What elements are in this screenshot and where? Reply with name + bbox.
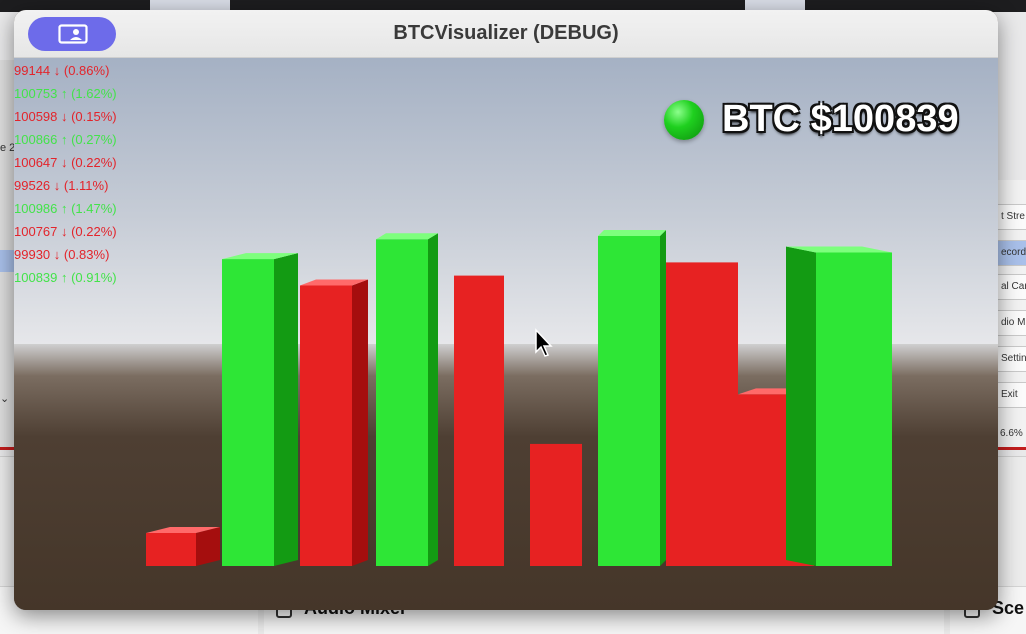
visualizer-scene: 99144 ↓ (0.86%) 100753 ↑ (1.62%) 100598 ↓ … bbox=[14, 58, 998, 610]
screen-share-button[interactable] bbox=[28, 17, 116, 51]
price-log-row: 100598 ↓ (0.15%) bbox=[14, 109, 117, 124]
price-bar-top bbox=[376, 233, 438, 240]
price-bar bbox=[598, 230, 666, 566]
price-bar bbox=[454, 275, 504, 566]
price-log-row: 99144 ↓ (0.86%) bbox=[14, 63, 110, 78]
price-log-row: 99930 ↓ (0.83%) bbox=[14, 247, 110, 262]
price-bar-side bbox=[786, 246, 816, 566]
window-title: BTCVisualizer (DEBUG) bbox=[393, 22, 619, 44]
price-bar-side bbox=[274, 253, 298, 566]
price-log-row: 100767 ↓ (0.22%) bbox=[14, 224, 117, 239]
price-bar bbox=[222, 253, 298, 566]
price-log-row: 100986 ↑ (1.47%) bbox=[14, 201, 117, 216]
menu-item-recording[interactable]: ecordi bbox=[997, 240, 1026, 266]
price-bar-side bbox=[196, 527, 220, 566]
price-bar-side bbox=[352, 279, 368, 566]
price-bar-front bbox=[666, 262, 738, 566]
window-titlebar[interactable]: BTCVisualizer (DEBUG) bbox=[14, 10, 998, 58]
price-log-row: 100839 ↑ (0.91%) bbox=[14, 270, 117, 285]
screen-share-icon bbox=[58, 24, 88, 44]
price-log-row: 100753 ↑ (1.62%) bbox=[14, 86, 117, 101]
price-bar-front bbox=[222, 259, 274, 566]
menu-item-start-streaming[interactable]: t Stre bbox=[997, 204, 1026, 230]
price-bars-chart bbox=[146, 230, 892, 567]
price-bar bbox=[666, 262, 738, 566]
menu-item-studio-mode[interactable]: dio M bbox=[997, 310, 1026, 336]
price-bar-front bbox=[376, 239, 428, 567]
price-bar bbox=[530, 443, 582, 566]
price-log-row: 99526 ↓ (1.11%) bbox=[14, 178, 109, 193]
green-sphere-icon bbox=[664, 100, 704, 140]
price-bar bbox=[376, 233, 438, 567]
price-bar bbox=[300, 279, 368, 566]
btc-price-label: BTC $100839 bbox=[722, 98, 959, 140]
price-bar-top bbox=[146, 527, 220, 533]
price-bar-side bbox=[660, 230, 666, 566]
price-bar bbox=[786, 246, 892, 566]
price-bar-front bbox=[816, 252, 892, 566]
background-thumbnail bbox=[745, 0, 805, 10]
price-bar bbox=[146, 527, 220, 566]
scenes-label: Sce bbox=[992, 598, 1025, 618]
price-bar-front bbox=[300, 285, 352, 566]
price-bar-top bbox=[786, 246, 892, 253]
background-left-highlight bbox=[0, 250, 14, 272]
background-thumbnail bbox=[150, 0, 230, 10]
btc-visualizer-window: BTCVisualizer (DEBUG) 99144 ↓ (0.86%) 100… bbox=[14, 10, 998, 610]
price-bar-top bbox=[222, 253, 298, 260]
menu-item-virtual-camera[interactable]: al Car bbox=[997, 274, 1026, 300]
price-bar-front bbox=[146, 533, 196, 566]
chevron-down-icon[interactable]: ⌄ bbox=[0, 393, 10, 405]
price-bar-front bbox=[454, 275, 504, 566]
mouse-pointer-icon bbox=[535, 328, 553, 357]
price-bar-top bbox=[300, 279, 368, 286]
price-bar-front bbox=[530, 443, 582, 566]
background-left-text: e 2 bbox=[0, 142, 16, 154]
cpu-usage-stat: 6.6% bbox=[1000, 428, 1023, 439]
price-log-row: 100647 ↓ (0.22%) bbox=[14, 155, 117, 170]
menu-item-settings[interactable]: Settin bbox=[997, 346, 1026, 372]
price-bar-front bbox=[598, 236, 660, 566]
menu-item-exit[interactable]: Exit bbox=[997, 382, 1026, 408]
price-bar-top bbox=[598, 230, 666, 236]
price-bar-side bbox=[428, 233, 438, 567]
price-log-row: 100866 ↑ (0.27%) bbox=[14, 132, 117, 147]
